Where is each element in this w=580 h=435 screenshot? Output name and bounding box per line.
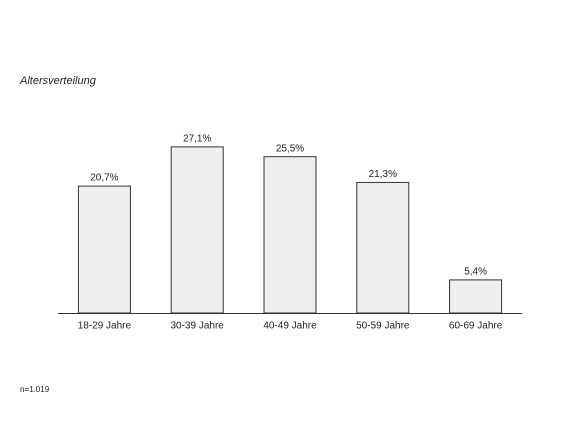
x-tick-label: 60-69 Jahre: [449, 321, 503, 332]
value-label: 5,4%: [464, 267, 487, 278]
sample-note: n=1.019: [20, 385, 50, 394]
value-label: 21,3%: [369, 169, 397, 180]
bar: [449, 279, 503, 314]
bar: [263, 156, 317, 314]
bar: [77, 185, 131, 314]
bar: [356, 181, 410, 314]
bar: [170, 146, 224, 314]
x-tick-label: 18-29 Jahre: [78, 321, 132, 332]
x-tick-label: 50-59 Jahre: [356, 321, 410, 332]
chart-title: Altersverteilung: [19, 75, 97, 87]
value-label: 25,5%: [276, 143, 304, 154]
x-tick-label: 40-49 Jahre: [263, 321, 317, 332]
x-tick-label: 30-39 Jahre: [171, 321, 225, 332]
value-label: 20,7%: [90, 173, 118, 184]
value-label: 27,1%: [183, 134, 211, 145]
